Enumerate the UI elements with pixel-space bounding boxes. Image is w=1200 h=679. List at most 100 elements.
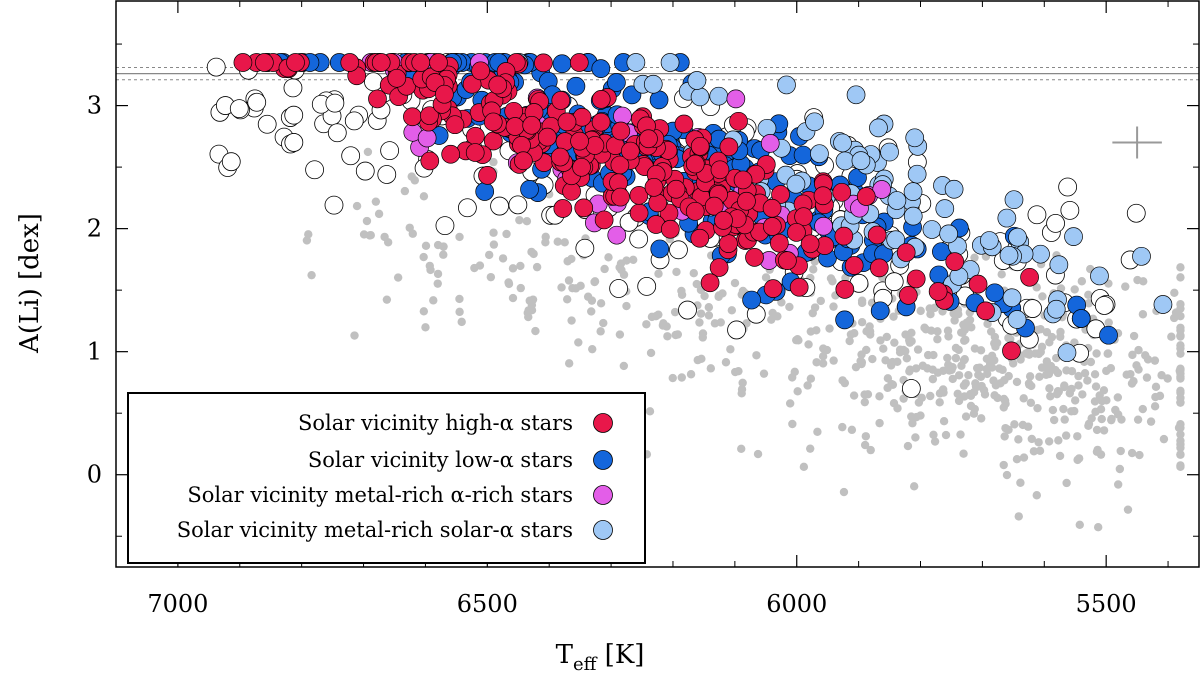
series-point-3 — [997, 208, 1017, 228]
background-point — [975, 363, 984, 372]
background-point — [1176, 462, 1185, 472]
series-point-0 — [674, 114, 694, 134]
series-point-0 — [411, 53, 431, 72]
series-point-0 — [574, 198, 594, 218]
series-point-0 — [834, 226, 854, 246]
background-point — [806, 444, 815, 453]
background-point — [1176, 388, 1185, 397]
background-point — [1054, 387, 1063, 396]
background-point — [868, 354, 877, 364]
background-point — [1113, 393, 1123, 402]
series-point-0 — [465, 143, 485, 162]
series-point-0 — [813, 186, 833, 206]
background-point — [439, 250, 448, 259]
series-point-0 — [787, 223, 806, 242]
series-point-2 — [872, 180, 892, 199]
background-point — [604, 253, 613, 262]
background-point — [1038, 292, 1047, 301]
background-point — [672, 267, 681, 277]
series-point-0 — [611, 121, 631, 141]
background-point — [706, 364, 716, 373]
series-point-3 — [1031, 244, 1050, 264]
background-point — [727, 306, 737, 315]
background-point — [787, 373, 797, 382]
series-point-0 — [745, 248, 764, 267]
background-point — [1077, 277, 1087, 286]
open-circle-point — [884, 272, 904, 292]
series-point-0 — [771, 185, 790, 204]
background-point — [1167, 332, 1176, 341]
background-point — [966, 401, 976, 411]
background-point — [619, 270, 629, 279]
series-point-1 — [552, 54, 572, 74]
background-point — [923, 350, 933, 360]
series-point-0 — [928, 282, 948, 301]
background-point — [1122, 370, 1131, 379]
background-point — [1070, 285, 1079, 294]
background-point — [804, 340, 813, 349]
series-point-3 — [846, 85, 866, 105]
series-point-0 — [286, 53, 305, 72]
background-point — [615, 263, 624, 272]
series-point-0 — [832, 182, 852, 202]
series-point-3 — [869, 118, 888, 138]
background-point — [721, 358, 731, 367]
background-point — [982, 369, 992, 379]
background-point — [1176, 304, 1185, 313]
background-point — [1025, 372, 1035, 381]
background-point — [1129, 376, 1138, 386]
background-point — [710, 319, 720, 328]
background-point — [983, 319, 992, 329]
background-point — [866, 445, 875, 455]
series-point-3 — [835, 151, 855, 171]
background-point — [1093, 522, 1103, 532]
background-point — [698, 333, 707, 342]
background-point — [1138, 310, 1148, 319]
series-point-3 — [935, 199, 955, 219]
legend-marker-metal-rich-alpha-rich — [593, 485, 613, 505]
background-point — [587, 296, 597, 305]
background-point — [489, 157, 498, 167]
series-point-2 — [814, 216, 833, 236]
background-point — [1138, 404, 1147, 414]
background-point — [911, 433, 920, 442]
background-point — [964, 370, 973, 380]
background-point — [508, 293, 518, 303]
background-point — [1099, 426, 1109, 435]
background-point — [1035, 372, 1044, 382]
background-point — [777, 298, 786, 307]
series-point-0 — [690, 228, 710, 248]
open-circle-point — [327, 123, 347, 143]
background-point — [1176, 263, 1185, 272]
background-point — [1128, 350, 1137, 360]
background-point — [352, 201, 362, 211]
series-point-0 — [968, 274, 988, 294]
background-point — [1176, 398, 1185, 407]
background-point — [949, 309, 958, 318]
background-point — [990, 332, 1000, 342]
background-point — [1012, 455, 1022, 464]
background-point — [1132, 361, 1141, 370]
open-circle-point — [629, 229, 649, 249]
background-point — [767, 315, 776, 324]
open-circle-point — [341, 146, 361, 166]
background-point — [882, 332, 892, 342]
background-point — [1008, 359, 1018, 368]
background-point — [486, 272, 496, 282]
background-point — [590, 277, 600, 286]
series-point-0 — [505, 117, 525, 136]
background-point — [704, 311, 714, 320]
series-point-1 — [1071, 309, 1091, 328]
series-point-0 — [898, 286, 918, 305]
series-point-3 — [709, 86, 729, 106]
background-point — [574, 338, 583, 347]
background-point — [1035, 446, 1045, 456]
background-point — [944, 332, 953, 341]
background-point — [1176, 323, 1185, 332]
background-point — [371, 197, 381, 206]
series-point-3 — [810, 144, 829, 164]
series-point-1 — [650, 239, 670, 259]
background-point — [1034, 438, 1043, 447]
series-point-0 — [794, 207, 813, 227]
background-point — [840, 378, 850, 388]
